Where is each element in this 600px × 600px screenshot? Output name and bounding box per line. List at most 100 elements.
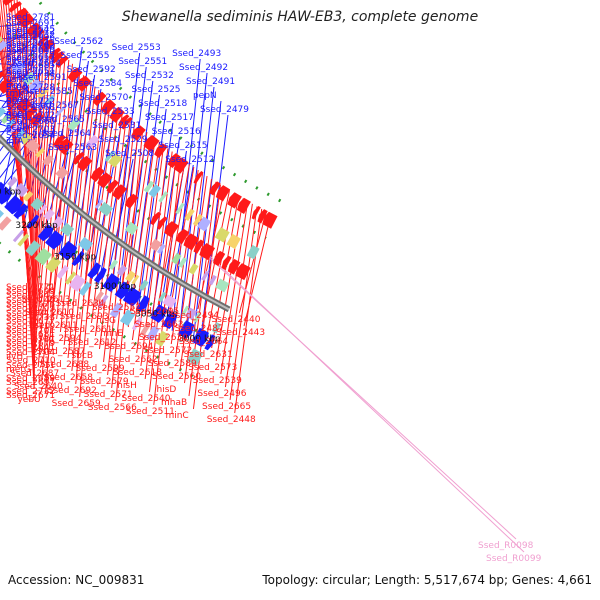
gene-arrow	[236, 197, 251, 214]
reverse-gene-label: Ssed_2699	[6, 287, 55, 297]
gene-arrow	[199, 242, 216, 261]
cog-block	[30, 197, 44, 212]
cog-block	[22, 190, 34, 202]
forward-gene-label: Ssed_2772	[6, 27, 55, 37]
gene-arrow	[29, 112, 45, 127]
reverse-gene-label: Ssed_2611	[29, 321, 78, 331]
gene-arrow	[53, 134, 66, 148]
reverse-gene-label: Ssed_2697	[6, 378, 55, 388]
cog-block	[181, 305, 190, 316]
gene-arrow	[97, 172, 113, 189]
pointer-line	[161, 163, 190, 319]
cog-block	[9, 123, 20, 133]
forward-gene-label: Ssed_2722	[6, 97, 55, 107]
reverse-gene-label: Ssed_2687	[10, 369, 59, 379]
gene-arrow	[93, 267, 107, 283]
gene-arrow	[150, 211, 162, 226]
kbp-label: 3050 kbp	[135, 309, 178, 319]
forward-gene-label: tmk	[6, 89, 24, 99]
pointer-line	[41, 59, 70, 381]
reverse-gene-label: Ssed_2610	[25, 308, 74, 318]
reverse-gene-label: yebU	[17, 395, 40, 405]
pointer-line	[90, 107, 119, 324]
cog-block	[175, 202, 185, 215]
pointer-line	[224, 203, 253, 388]
reverse-gene-label: Ssed_2664	[179, 337, 228, 347]
forward-gene-label: Ssed_2651	[6, 67, 55, 77]
accession-number[interactable]: NC_009831	[75, 573, 145, 587]
reverse-gene-label: Ssed_2745	[6, 309, 55, 319]
cog-block	[158, 191, 168, 203]
forward-gene-label: Ssed_2531	[92, 121, 141, 131]
pointer-line	[98, 115, 127, 350]
reverse-gene-label: Ssed_2693	[60, 312, 109, 322]
pointer-line	[0, 98, 35, 110]
pointer-line	[115, 128, 144, 402]
gene-arrow	[175, 228, 190, 245]
gene-arrow	[67, 67, 83, 83]
gene-arrow	[100, 99, 117, 116]
cog-block	[28, 78, 43, 94]
kbp-label: 3150 kbp	[54, 253, 97, 263]
pointer-line	[34, 52, 63, 355]
reverse-gene-label: Ssed_2710	[7, 356, 56, 366]
reverse-gene-label: Ssed_2701	[6, 326, 55, 336]
gene-arrow	[131, 125, 146, 141]
accession-label: Accession:	[8, 573, 72, 587]
gene-arrow	[262, 211, 278, 229]
forward-gene-label: Ssed_2553	[112, 43, 161, 53]
forward-gene-label: Ssed_2567	[30, 101, 79, 111]
forward-gene-label: Ssed_2515	[158, 141, 207, 151]
reverse-gene-label: Ssed_2634	[56, 299, 105, 309]
cog-block	[186, 348, 204, 366]
gene-arrow	[51, 51, 65, 64]
cog-block	[146, 325, 160, 342]
reverse-gene-label: Ssed_2642	[6, 291, 55, 301]
gene-arrow	[215, 185, 231, 202]
reverse-gene-label: Ssed_2594	[32, 334, 81, 344]
cog-block	[5, 118, 16, 129]
gene-arrow	[14, 7, 29, 22]
pointer-line	[0, 70, 35, 85]
forward-gene-label: pheT	[6, 109, 29, 119]
forward-gene-label: Ssed_2668	[6, 103, 55, 113]
cog-block	[0, 216, 12, 231]
cog-block	[246, 244, 260, 260]
reverse-gene-label: Ssed_2613	[21, 295, 70, 305]
cog-block	[116, 264, 128, 277]
cog-block	[0, 209, 4, 218]
gene-arrow	[114, 281, 131, 300]
gene-arrow	[150, 304, 167, 323]
gene-arrow	[4, 195, 24, 215]
forward-gene-label: Ssed_2516	[152, 127, 201, 137]
gene-arrow	[143, 134, 160, 152]
pointer-line	[153, 157, 182, 406]
rna-gene-label: Ssed_R0099	[486, 554, 542, 564]
forward-gene-label: Ssed_2479	[200, 105, 249, 115]
gene-arrow	[251, 206, 261, 220]
pointer-line	[0, 9, 35, 321]
forward-gene-label: ushA	[6, 75, 29, 85]
reverse-gene-label: Ssed_2540	[121, 394, 170, 404]
reverse-gene-label: Ssed_2572	[143, 346, 192, 356]
accession-info: Accession: NC_009831	[8, 573, 144, 587]
kbp-scale-labels: 3450 kbp3400 kbp3350 kbp3300 kbp3250 kbp…	[0, 188, 221, 345]
pointer-line	[33, 44, 55, 329]
gene-arrow	[37, 224, 54, 242]
gene-arrow	[154, 143, 168, 159]
cog-block	[184, 307, 197, 321]
forward-gene-label: Ssed_2738	[6, 69, 55, 79]
reverse-gene-label: Ssed_2732	[6, 387, 55, 397]
gene-arrow	[92, 91, 107, 107]
cog-block	[43, 208, 55, 221]
reverse-gene-label: Ssed_2573	[188, 363, 237, 373]
gene-arrow	[109, 106, 125, 123]
gene-arrow	[167, 153, 181, 169]
cog-block	[78, 281, 92, 296]
gene-arrow	[122, 286, 142, 307]
genome-title: Shewanella sediminis HAW-EB3, complete g…	[121, 9, 479, 25]
reverse-gene-label: minC	[165, 411, 188, 421]
forward-gene-label: Ssed_2493	[172, 49, 221, 59]
cog-block	[157, 243, 166, 255]
reverse-gene-label: Ssed_2689	[6, 374, 55, 384]
